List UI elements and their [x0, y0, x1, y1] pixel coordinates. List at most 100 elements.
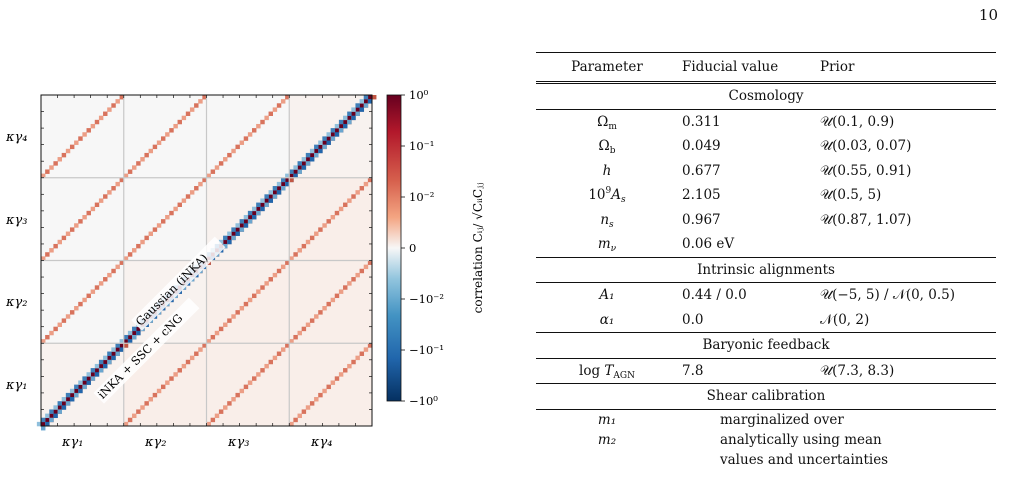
matrix-cell [239, 140, 245, 145]
matrix-cell [223, 405, 228, 410]
param-a1: A₁ [599, 287, 615, 304]
matrix-cell [57, 322, 62, 327]
matrix-cell [239, 227, 245, 232]
matrix-cell [301, 243, 307, 249]
matrix-cell [123, 334, 129, 340]
colorbar-ticks: 10⁰ 10⁻¹ 10⁻² 0 −10⁻² −10⁻¹ −10⁰ [401, 88, 444, 408]
matrix-cell [305, 161, 311, 166]
matrix-cell [111, 268, 116, 274]
matrix-cell [297, 165, 302, 170]
matrix-cell [98, 359, 104, 365]
prior-ns: 𝒰(0.87, 1.07) [820, 211, 912, 228]
matrix-cell [268, 190, 273, 195]
value-m2: analytically using mean [720, 431, 882, 448]
matrix-cell [314, 231, 319, 236]
matrix-cell [256, 202, 261, 208]
matrix-cell [214, 165, 220, 170]
matrix-cell [359, 103, 365, 108]
matrix-cell [152, 392, 158, 398]
matrix-cell [115, 351, 120, 356]
matrix-cell [123, 339, 129, 344]
matrix-cell [276, 103, 282, 108]
matrix-cell [41, 421, 46, 427]
param-m2: m₂ [597, 431, 617, 448]
matrix-cell [355, 107, 360, 112]
matrix-cell [256, 206, 261, 212]
matrix-cell [363, 95, 369, 100]
matrix-cell [78, 388, 83, 394]
colorbar [386, 94, 402, 402]
matrix-cell [169, 376, 174, 381]
matrix-cell [280, 181, 286, 187]
matrix-cell [268, 198, 273, 203]
matrix-cell [61, 401, 67, 406]
matrix-cell [280, 99, 286, 104]
matrix-cell [115, 343, 120, 348]
matrix-cell [94, 202, 100, 208]
matrix-cell [119, 95, 125, 100]
matrix-cell [347, 198, 352, 203]
matrix-cell [41, 173, 46, 179]
matrix-cell [194, 186, 199, 191]
colorbar-tick-label: −10⁻² [409, 292, 444, 306]
matrix-cell [338, 119, 344, 125]
matrix-cell [227, 152, 232, 158]
section-title-intrinsic-alignments: Intrinsic alignments [697, 261, 835, 278]
matrix-cell [338, 289, 344, 294]
matrix-cell [65, 401, 71, 406]
value-h: 0.677 [682, 162, 721, 179]
matrix-cell [41, 426, 46, 431]
matrix-cell [202, 177, 207, 183]
row-label-3: κγ₃ [5, 213, 28, 228]
matrix-cell [107, 107, 112, 112]
matrix-cell [347, 363, 352, 369]
matrix-cell [330, 214, 336, 220]
matrix-cell [322, 306, 327, 311]
matrix-cell [165, 132, 170, 137]
matrix-cell [309, 152, 315, 158]
matrix-cell [322, 144, 327, 150]
matrix-cell [372, 95, 377, 100]
matrix-cell [235, 392, 240, 398]
matrix-cell [318, 227, 323, 232]
matrix-cell [264, 115, 269, 121]
matrix-cell [289, 177, 294, 183]
matrix-cell [264, 363, 269, 369]
matrix-cell [198, 347, 203, 352]
matrix-cell [127, 252, 133, 257]
matrix-cell [314, 397, 319, 402]
matrix-cell [301, 161, 307, 166]
matrix-cell [235, 223, 240, 228]
matrix-cell [330, 128, 336, 133]
matrix-cell [53, 326, 58, 332]
matrix-cell [169, 128, 174, 133]
value-omega-m: 0.311 [682, 113, 721, 130]
matrix-cell [185, 359, 191, 365]
matrix-cell [107, 355, 112, 361]
matrix-cell [74, 140, 79, 145]
matrix-cell [276, 190, 282, 195]
header-prior: Prior [820, 59, 855, 75]
matrix-cell [276, 351, 282, 356]
matrix-cell [165, 380, 170, 385]
matrix-cell [280, 177, 286, 183]
matrix-cell [181, 198, 187, 203]
matrix-cell [305, 239, 311, 245]
value-ns: 0.967 [682, 211, 721, 228]
row-label-1: κγ₁ [5, 378, 28, 393]
matrix-cell [98, 115, 104, 121]
matrix-cell [185, 194, 191, 199]
matrix-cell [314, 144, 319, 150]
matrix-cell [86, 372, 91, 377]
matrix-cell [156, 223, 162, 228]
matrix-cell [53, 405, 58, 410]
matrix-cell [136, 409, 141, 414]
matrix-cell [173, 372, 178, 377]
matrix-cell [53, 243, 58, 249]
matrix-cell [338, 123, 344, 129]
matrix-cell [272, 190, 278, 195]
matrix-cell [119, 347, 125, 352]
matrix-cell [318, 140, 323, 145]
matrix-cell [326, 140, 331, 145]
matrix-cell [289, 421, 294, 427]
